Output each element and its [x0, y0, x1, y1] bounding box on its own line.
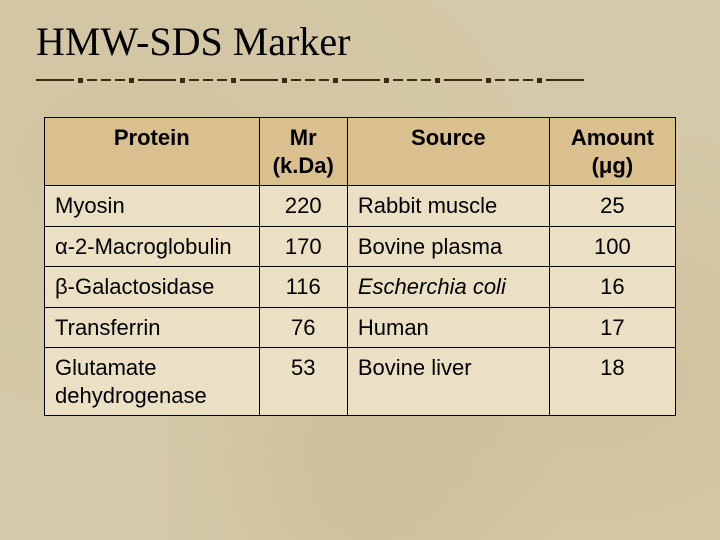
col-mr: Mr (k.Da) — [259, 118, 347, 186]
table-row: β-Galactosidase 116 Escherchia coli 16 — [45, 267, 676, 308]
cell-protein: Myosin — [45, 186, 260, 227]
divider — [36, 77, 684, 83]
cell-mr: 116 — [259, 267, 347, 308]
cell-source: Escherchia coli — [347, 267, 549, 308]
col-source: Source — [347, 118, 549, 186]
cell-amount: 18 — [549, 348, 675, 416]
table-row: Myosin 220 Rabbit muscle 25 — [45, 186, 676, 227]
cell-amount: 16 — [549, 267, 675, 308]
slide-title: HMW-SDS Marker — [36, 18, 684, 65]
cell-protein: Transferrin — [45, 307, 260, 348]
cell-mr: 220 — [259, 186, 347, 227]
cell-protein: β-Galactosidase — [45, 267, 260, 308]
marker-table: Protein Mr (k.Da) Source Amount (μg) Myo… — [44, 117, 676, 416]
table-body: Myosin 220 Rabbit muscle 25 α-2-Macroglo… — [45, 186, 676, 416]
cell-source: Rabbit muscle — [347, 186, 549, 227]
cell-mr: 170 — [259, 226, 347, 267]
cell-amount: 100 — [549, 226, 675, 267]
col-amount: Amount (μg) — [549, 118, 675, 186]
col-protein: Protein — [45, 118, 260, 186]
cell-source: Human — [347, 307, 549, 348]
table-row: α-2-Macroglobulin 170 Bovine plasma 100 — [45, 226, 676, 267]
cell-protein: Glutamate dehydrogenase — [45, 348, 260, 416]
slide: HMW-SDS Marker Protein — [0, 0, 720, 416]
cell-mr: 53 — [259, 348, 347, 416]
table-row: Transferrin 76 Human 17 — [45, 307, 676, 348]
cell-amount: 17 — [549, 307, 675, 348]
marker-table-wrap: Protein Mr (k.Da) Source Amount (μg) Myo… — [44, 117, 676, 416]
cell-protein: α-2-Macroglobulin — [45, 226, 260, 267]
cell-source: Bovine plasma — [347, 226, 549, 267]
table-header-row: Protein Mr (k.Da) Source Amount (μg) — [45, 118, 676, 186]
table-row: Glutamate dehydrogenase 53 Bovine liver … — [45, 348, 676, 416]
cell-source: Bovine liver — [347, 348, 549, 416]
cell-mr: 76 — [259, 307, 347, 348]
cell-amount: 25 — [549, 186, 675, 227]
